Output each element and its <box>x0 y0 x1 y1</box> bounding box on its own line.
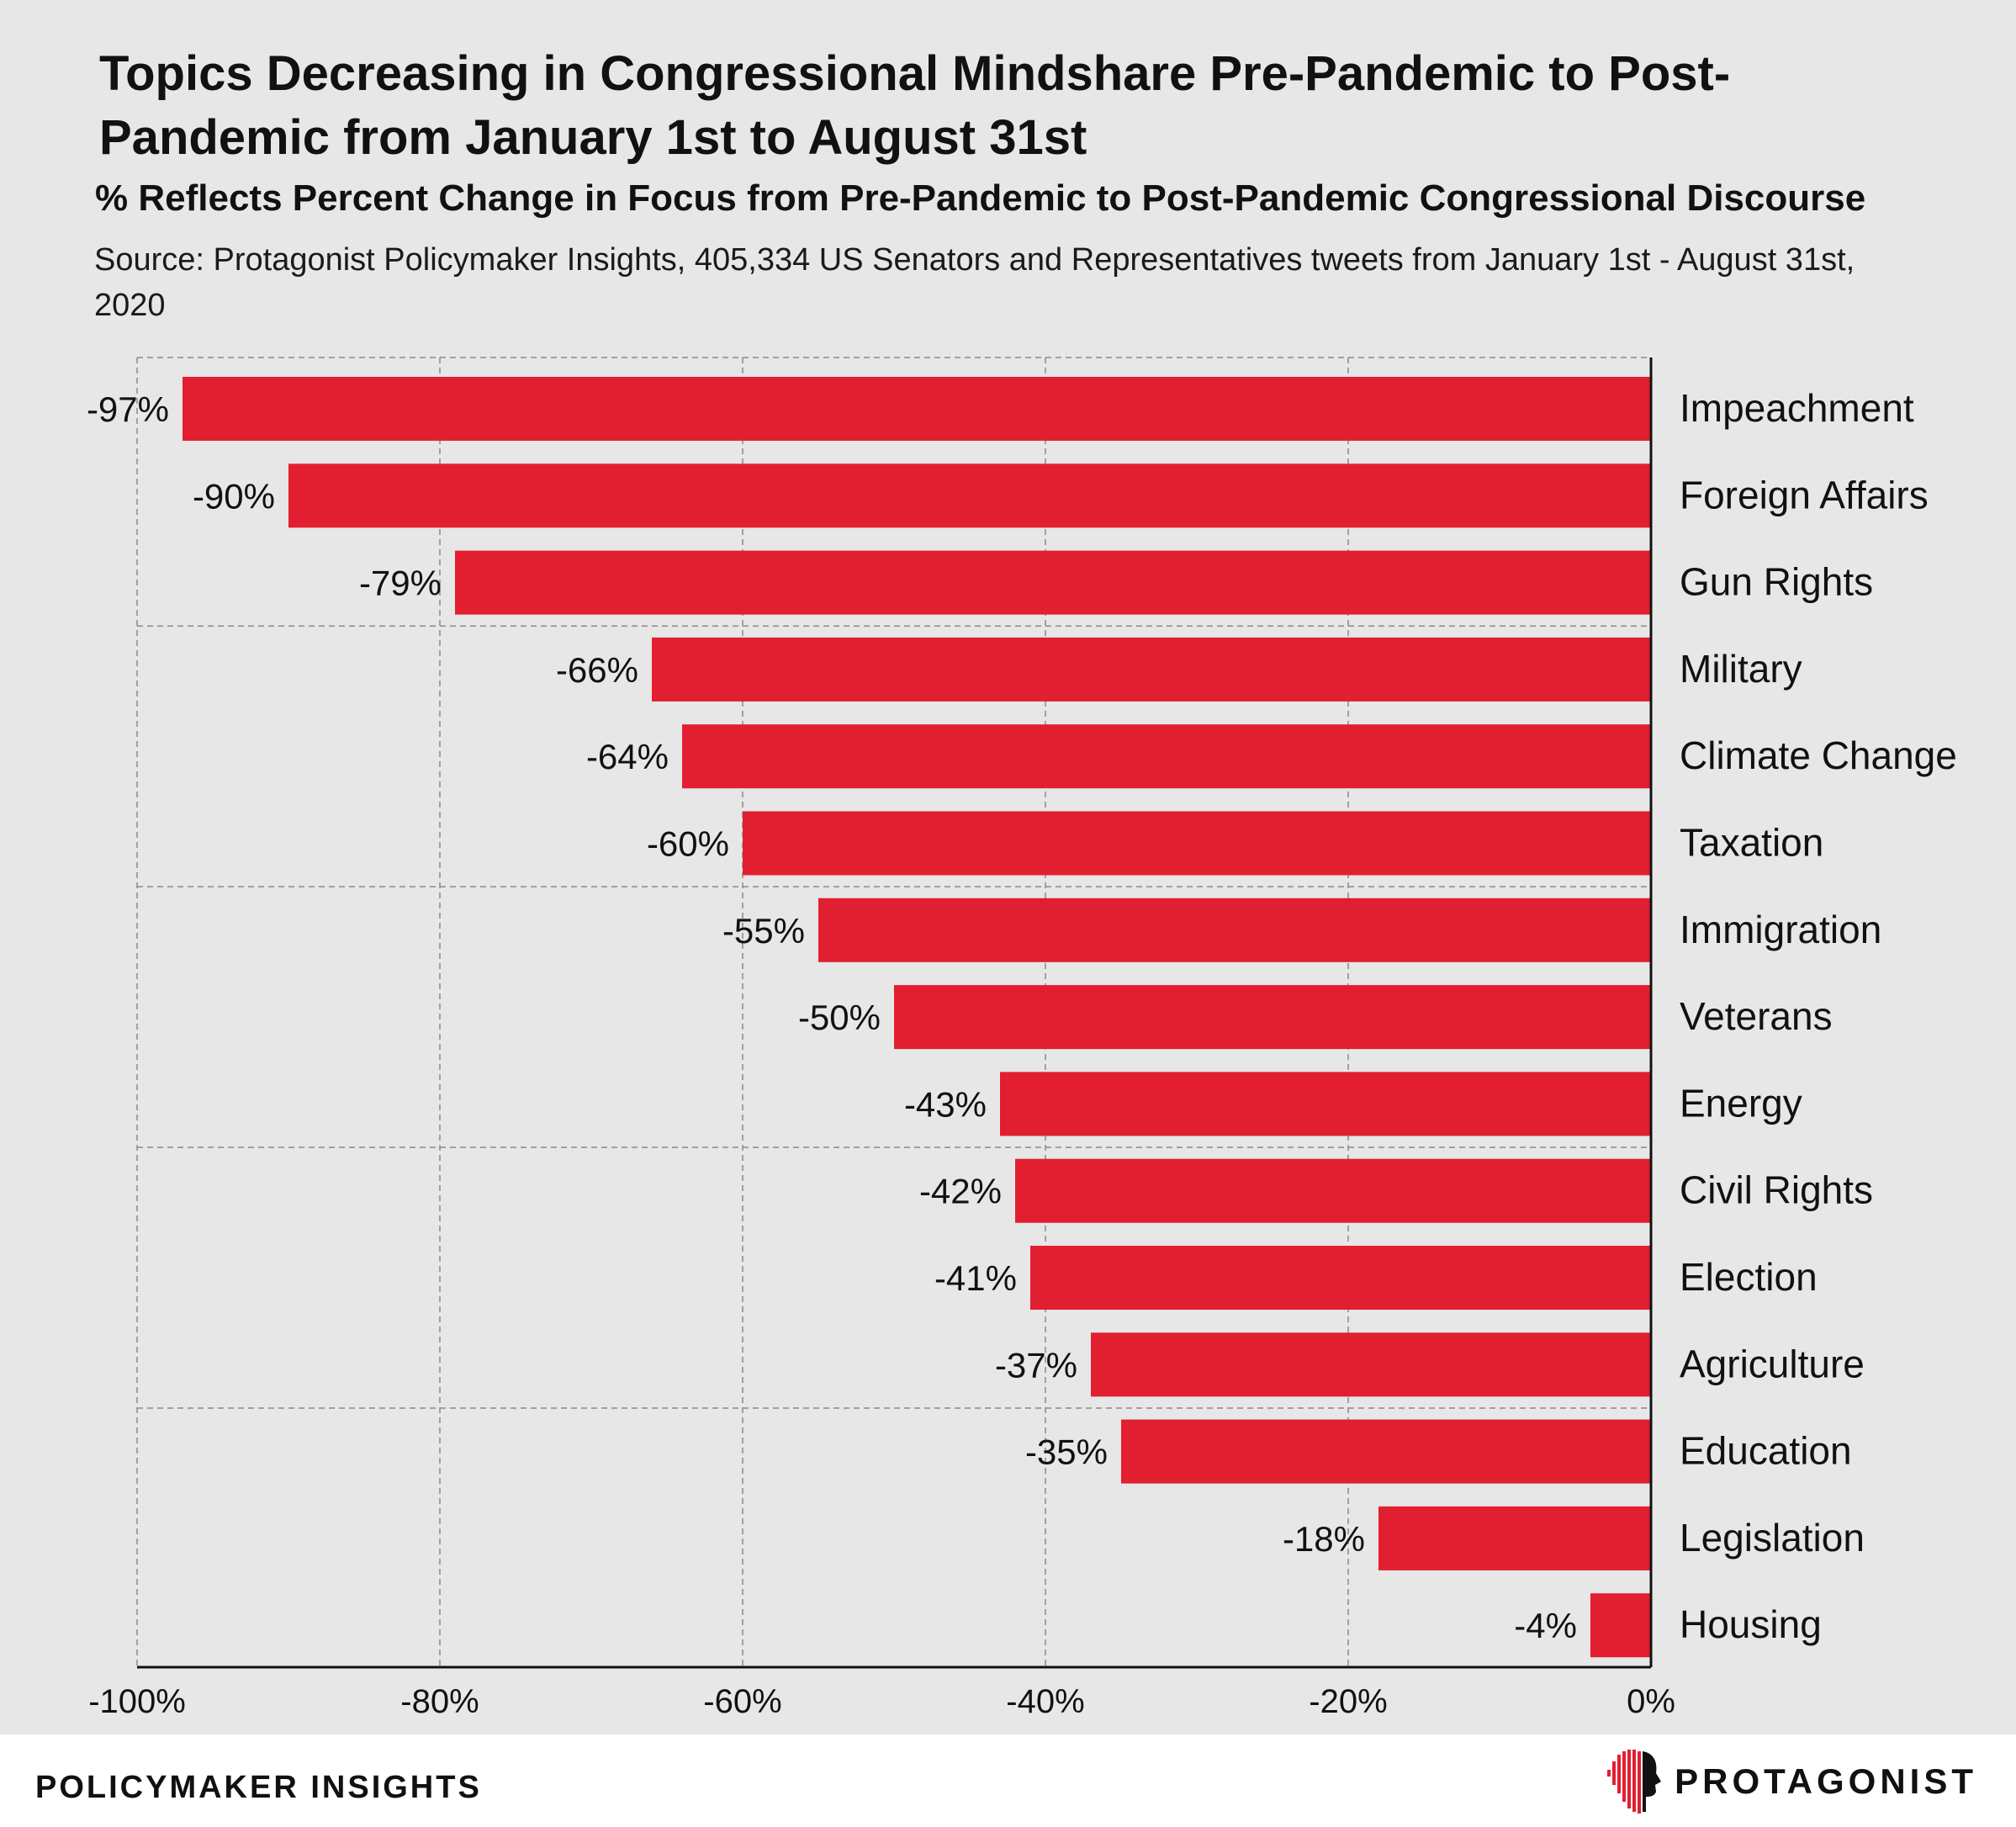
category-label: Climate Change <box>1680 733 1957 777</box>
category-label: Agriculture <box>1680 1342 1865 1385</box>
bar <box>183 377 1651 441</box>
x-tick-label: -20% <box>1309 1683 1387 1720</box>
axes <box>137 357 1653 1669</box>
bar <box>1030 1246 1651 1310</box>
source-note: Source: Protagonist Policymaker Insights… <box>94 242 1855 323</box>
x-tick-label: -80% <box>400 1683 479 1720</box>
brand-logo: PROTAGONIST <box>1602 1748 1977 1815</box>
bar <box>1590 1593 1651 1658</box>
category-label: Energy <box>1680 1081 1802 1125</box>
data-label: -41% <box>934 1258 1017 1298</box>
labels: -97% Impeachment -90% Foreign Affairs -79% Gu… <box>87 386 1957 1720</box>
bar <box>1091 1332 1651 1397</box>
chart-subtitle: % Reflects Percent Change in Focus from … <box>95 177 1866 219</box>
bar <box>1378 1506 1651 1570</box>
data-label: -50% <box>798 998 881 1037</box>
bar <box>818 898 1651 962</box>
data-label: -64% <box>586 737 669 776</box>
category-label: Election <box>1680 1255 1818 1299</box>
category-label: Veterans <box>1680 994 1833 1038</box>
bar <box>1015 1158 1651 1223</box>
category-label: Legislation <box>1680 1516 1865 1560</box>
category-label: Gun Rights <box>1680 560 1873 604</box>
bar <box>455 550 1651 615</box>
data-label: -79% <box>359 564 442 603</box>
data-label: -35% <box>1025 1432 1108 1472</box>
chart-title: Topics Decreasing in Congressional Minds… <box>99 46 1731 165</box>
data-label: -18% <box>1283 1519 1365 1559</box>
data-label: -42% <box>919 1172 1002 1211</box>
data-label: -90% <box>193 476 275 516</box>
category-label: Taxation <box>1680 821 1823 865</box>
bar <box>894 985 1651 1050</box>
bar <box>743 811 1651 876</box>
data-label: -66% <box>556 650 638 690</box>
head-profile-icon <box>1607 1750 1662 1814</box>
bars <box>183 377 1651 1658</box>
bar <box>652 637 1651 702</box>
data-label: -4% <box>1514 1606 1577 1645</box>
category-label: Immigration <box>1680 908 1881 951</box>
data-label: -37% <box>995 1345 1077 1385</box>
x-tick-label: -40% <box>1006 1683 1084 1720</box>
bar <box>288 463 1651 528</box>
bar-chart: -97% Impeachment -90% Foreign Affairs -79% Gu… <box>87 357 1957 1720</box>
bar <box>1000 1072 1651 1136</box>
brand-name: PROTAGONIST <box>1675 1761 1977 1801</box>
x-tick-label: -100% <box>88 1683 186 1720</box>
data-label: -43% <box>904 1084 987 1124</box>
x-tick-label: -60% <box>703 1683 781 1720</box>
data-label: -97% <box>87 389 169 429</box>
category-label: Foreign Affairs <box>1680 473 1929 516</box>
bar <box>682 724 1651 789</box>
bar <box>1121 1419 1651 1484</box>
footer: POLICYMAKER INSIGHTS PROTAGONIST <box>0 1734 2016 1827</box>
category-label: Education <box>1680 1429 1852 1473</box>
data-label: -60% <box>647 824 729 864</box>
x-tick-label: 0% <box>1627 1683 1675 1720</box>
category-label: Civil Rights <box>1680 1168 1873 1212</box>
category-label: Military <box>1680 647 1802 691</box>
category-label: Impeachment <box>1680 386 1914 430</box>
footer-label: POLICYMAKER INSIGHTS <box>35 1770 482 1805</box>
category-label: Housing <box>1680 1602 1822 1646</box>
data-label: -55% <box>722 911 805 951</box>
